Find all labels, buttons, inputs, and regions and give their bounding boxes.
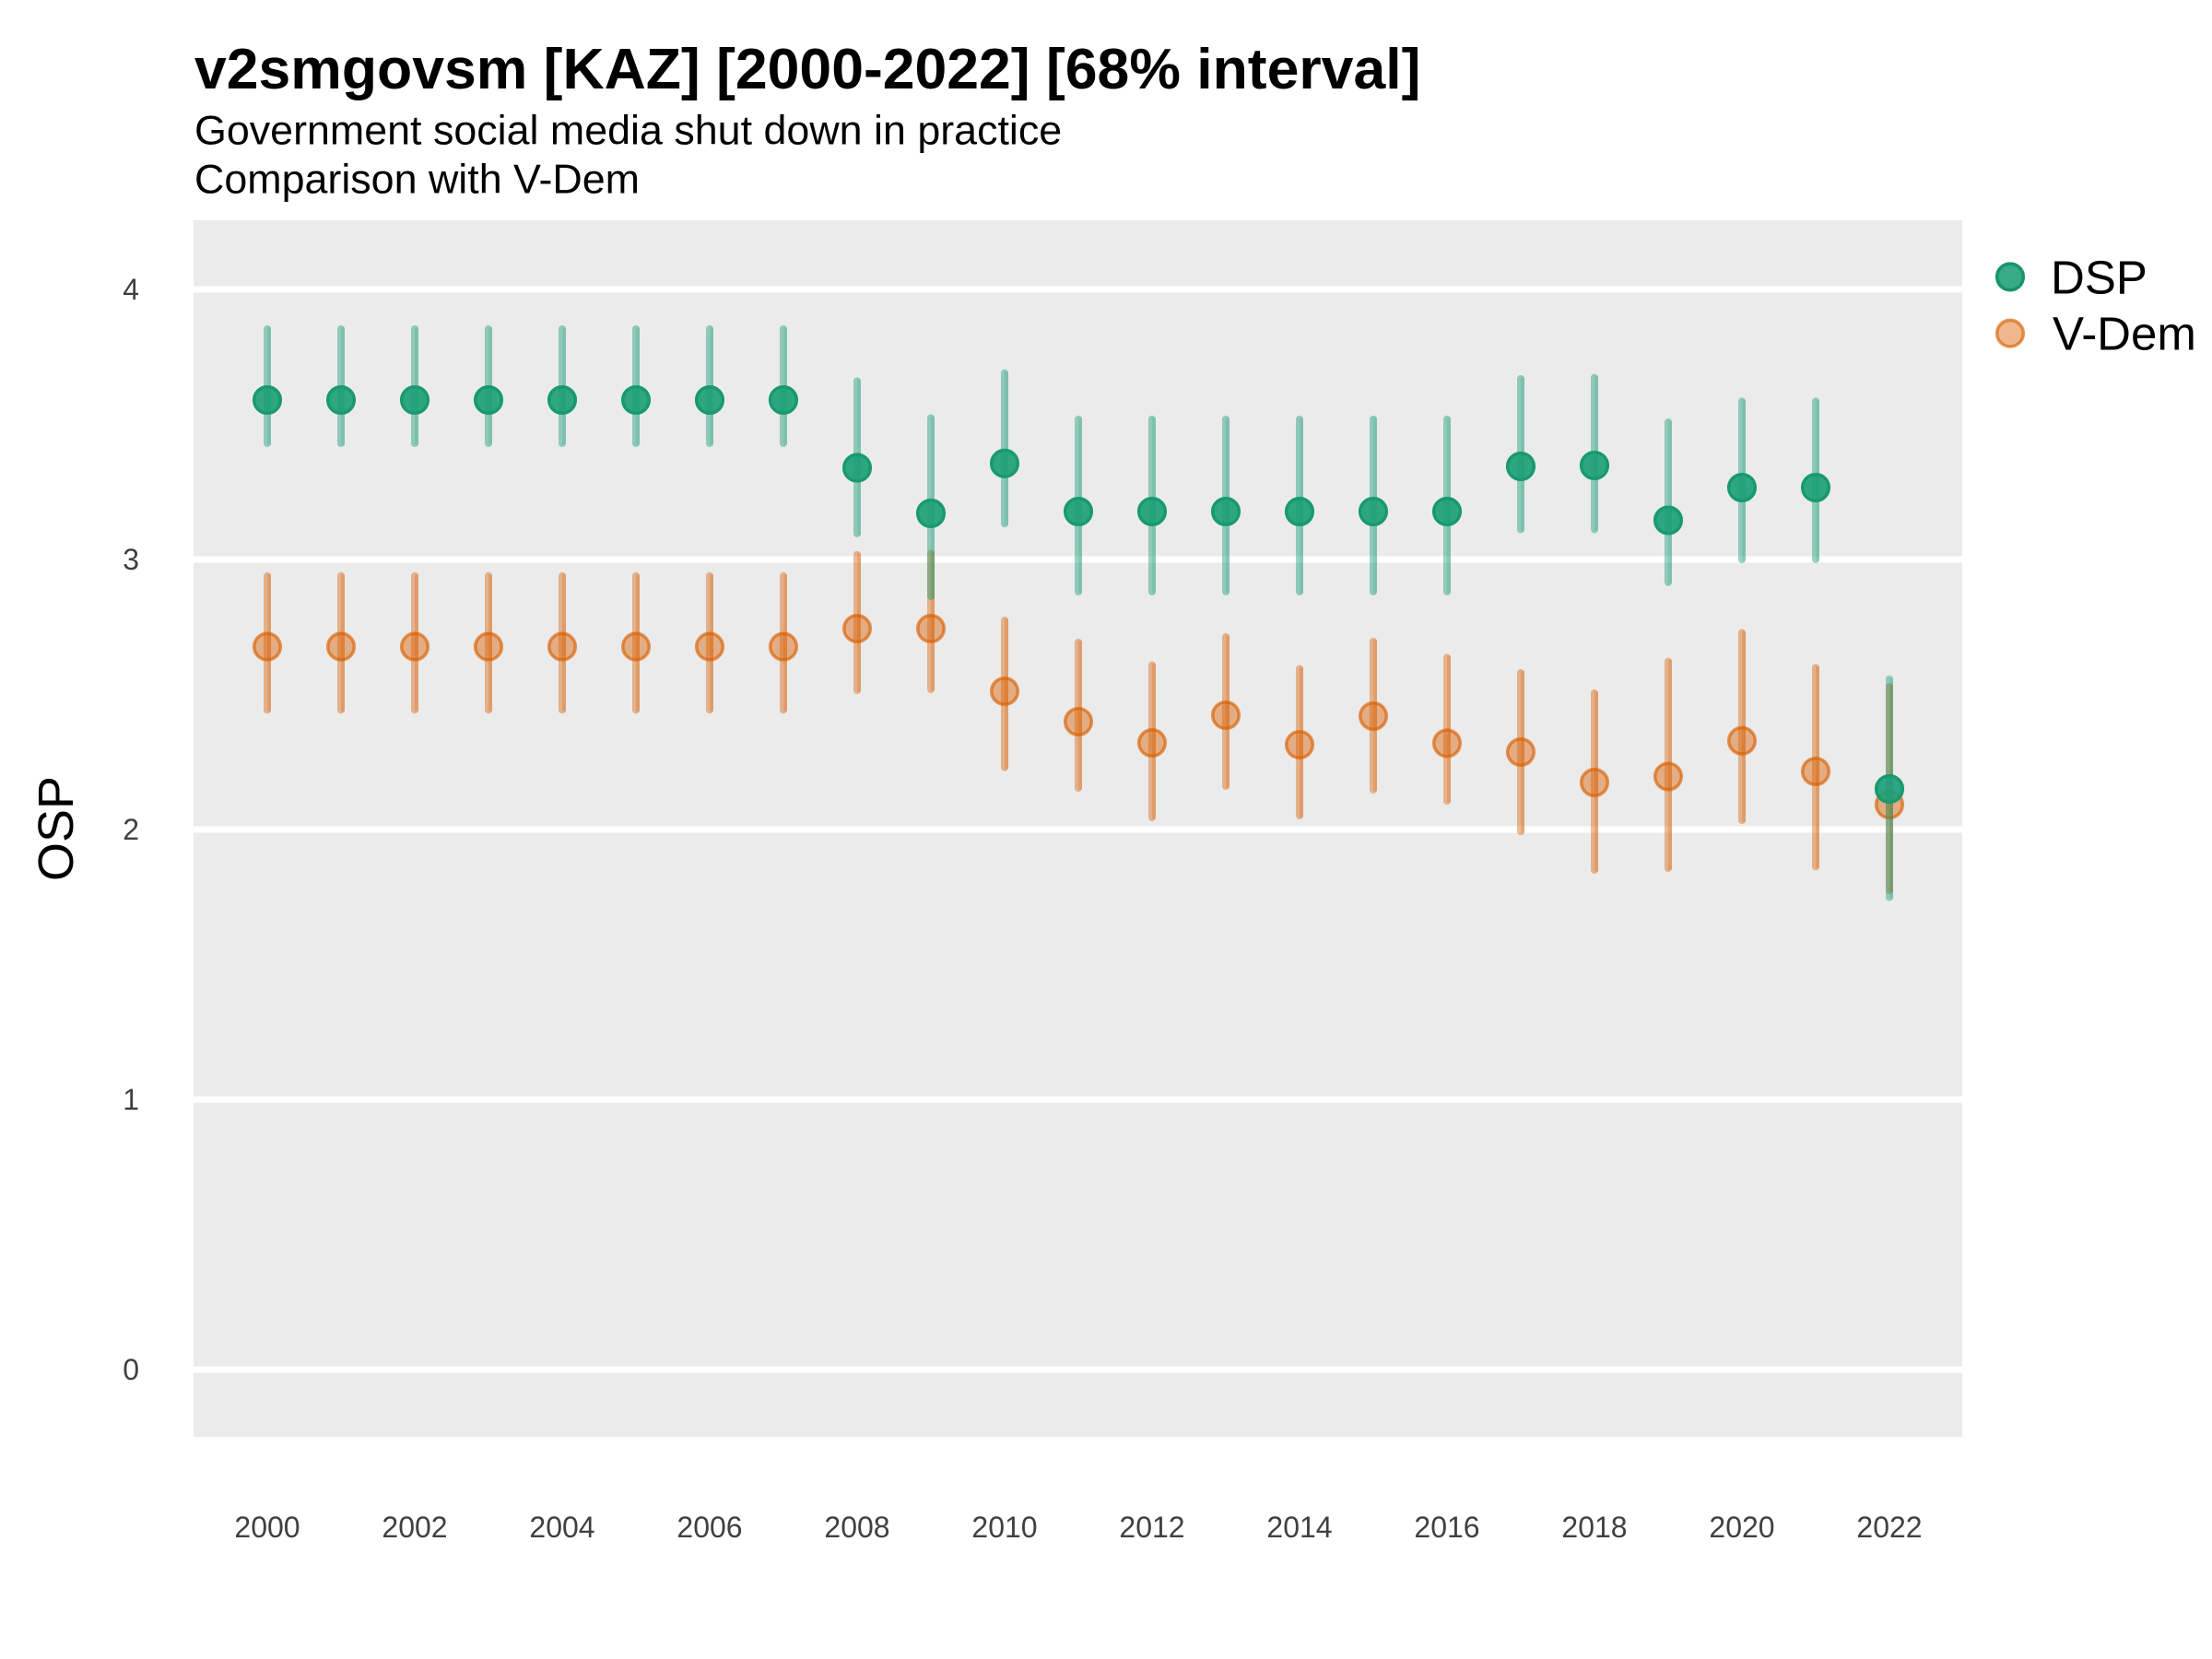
- svg-text:Comparison with V-Dem: Comparison with V-Dem: [194, 157, 640, 203]
- svg-text:2010: 2010: [971, 1511, 1037, 1544]
- svg-text:1: 1: [123, 1083, 139, 1116]
- svg-text:2012: 2012: [1119, 1511, 1184, 1544]
- svg-text:2020: 2020: [1709, 1511, 1774, 1544]
- svg-text:3: 3: [123, 543, 139, 576]
- svg-text:2006: 2006: [677, 1511, 742, 1544]
- svg-text:2018: 2018: [1561, 1511, 1627, 1544]
- svg-text:V-Dem: V-Dem: [2053, 308, 2196, 360]
- svg-text:2004: 2004: [529, 1511, 594, 1544]
- svg-text:2000: 2000: [234, 1511, 300, 1544]
- svg-text:2002: 2002: [382, 1511, 447, 1544]
- svg-text:2014: 2014: [1266, 1511, 1332, 1544]
- svg-text:2: 2: [123, 813, 139, 846]
- svg-text:DSP: DSP: [2051, 252, 2147, 304]
- svg-text:2022: 2022: [1856, 1511, 1922, 1544]
- svg-text:2016: 2016: [1414, 1511, 1479, 1544]
- svg-text:v2smgovsm [KAZ] [2000-2022] [6: v2smgovsm [KAZ] [2000-2022] [68% interva…: [194, 37, 1420, 101]
- svg-text:4: 4: [123, 273, 139, 306]
- svg-text:0: 0: [123, 1353, 139, 1386]
- svg-text:2008: 2008: [824, 1511, 889, 1544]
- svg-text:OSP: OSP: [29, 776, 84, 881]
- svg-text:Government social media shut d: Government social media shut down in pra…: [194, 108, 1062, 154]
